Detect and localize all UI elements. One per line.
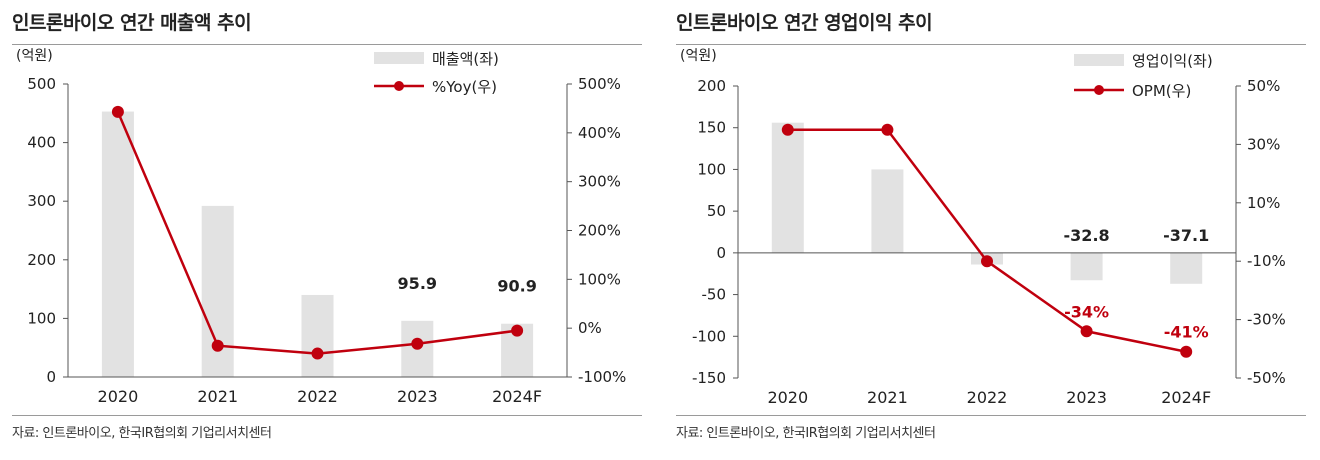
right-axis-tick-label: -100% xyxy=(578,368,626,386)
revenue-chart-panel: 인트론바이오 연간 매출액 추이 (억원) 0 100 200 300 400 500 -10… xyxy=(12,0,652,460)
legend-line-label: %Yoy(우) xyxy=(432,78,497,96)
right-axis-tick-label: 300% xyxy=(578,173,621,191)
bar-2022 xyxy=(301,294,334,377)
line-point-2020 xyxy=(781,123,794,136)
chart-title: 인트론바이오 연간 매출액 추이 xyxy=(12,12,252,34)
x-axis-tick-label: 2022 xyxy=(297,387,338,406)
legend-line-label: OPM(우) xyxy=(1132,82,1191,100)
x-axis-tick-label: 2023 xyxy=(397,387,438,406)
line-point-2020 xyxy=(111,105,124,118)
right-axis-tick-label: 500% xyxy=(578,75,621,93)
data-label: -32.8 xyxy=(1064,226,1110,245)
data-label: -41% xyxy=(1164,323,1209,342)
right-axis-tick-label: 400% xyxy=(578,124,621,142)
line-point-2021 xyxy=(881,123,894,136)
x-axis-tick-label: 2020 xyxy=(98,387,139,406)
source-divider xyxy=(676,415,1306,416)
left-axis-tick-label: 500 xyxy=(27,75,56,93)
right-axis-tick-label: 30% xyxy=(1247,135,1280,153)
legend-bar-swatch xyxy=(1074,54,1124,66)
bar-2020 xyxy=(771,122,804,253)
right-axis-tick-label: 0% xyxy=(578,319,602,337)
right-axis-tick-label: -50% xyxy=(1247,369,1286,387)
bar-2020 xyxy=(101,111,134,378)
source-divider xyxy=(12,415,642,416)
unit-label: (억원) xyxy=(16,48,53,64)
line-point-2024F xyxy=(1180,345,1193,358)
data-label: 95.9 xyxy=(398,274,437,293)
bar-2024F xyxy=(1170,252,1203,284)
left-axis-tick-label: 150 xyxy=(697,119,726,137)
operating-profit-chart: (억원) -150 -100 -50 0 50 100 150 200 -50% -30% -10% 1… xyxy=(680,48,1286,407)
unit-label: (억원) xyxy=(680,48,717,64)
source-note: 자료: 인트론바이오, 한국IR협의회 기업리서치센터 xyxy=(676,426,936,441)
legend-bar-label: 매출액(좌) xyxy=(432,50,499,68)
line-point-2022 xyxy=(311,347,324,360)
left-axis-tick-label: -100 xyxy=(692,327,726,345)
right-axis-tick-label: -30% xyxy=(1247,311,1286,329)
title-divider xyxy=(12,44,642,45)
line-point-2021 xyxy=(211,339,224,352)
line-series-OPM(우) xyxy=(787,128,1187,353)
bar-2023 xyxy=(1070,252,1103,281)
left-axis-tick-label: 0 xyxy=(46,368,56,386)
data-label: -34% xyxy=(1064,302,1109,321)
operating-profit-chart-panel: 인트론바이오 연간 영업이익 추이 (억원) -150 -100 -50 0 50 100 1… xyxy=(676,0,1316,460)
left-axis-tick-label: 400 xyxy=(27,134,56,152)
left-axis-tick-label: 100 xyxy=(27,309,56,327)
right-axis-tick-label: 200% xyxy=(578,222,621,240)
right-axis-tick-label: -10% xyxy=(1247,252,1286,270)
bar-2021 xyxy=(871,169,904,253)
title-divider xyxy=(676,44,1306,45)
legend-bar-label: 영업이익(좌) xyxy=(1132,52,1213,70)
source-note: 자료: 인트론바이오, 한국IR협의회 기업리서치센터 xyxy=(12,426,272,441)
left-axis-tick-label: 200 xyxy=(27,251,56,269)
x-axis-tick-label: 2023 xyxy=(1066,388,1107,407)
left-axis-tick-label: 100 xyxy=(697,160,726,178)
x-axis-tick-label: 2024F xyxy=(492,387,542,406)
left-axis-tick-label: 50 xyxy=(707,202,726,220)
left-axis-tick-label: 0 xyxy=(716,244,726,262)
x-axis-tick-label: 2021 xyxy=(867,388,908,407)
data-label: 90.9 xyxy=(497,277,536,296)
line-point-2024F xyxy=(511,324,524,337)
line-point-2023 xyxy=(411,337,424,350)
line-point-2023 xyxy=(1080,325,1093,338)
x-axis-tick-label: 2022 xyxy=(967,388,1008,407)
line-point-2022 xyxy=(981,255,993,268)
right-axis-tick-label: 50% xyxy=(1247,77,1280,95)
chart-title: 인트론바이오 연간 영업이익 추이 xyxy=(676,12,933,34)
x-axis-tick-label: 2024F xyxy=(1161,388,1211,407)
right-axis-tick-label: 100% xyxy=(578,270,621,288)
left-axis-tick-label: 200 xyxy=(697,77,726,95)
x-axis-tick-label: 2021 xyxy=(197,387,238,406)
legend-line-marker xyxy=(1094,85,1104,95)
revenue-chart: (억원) 0 100 200 300 400 500 -100% 0% 100% 200% 300% 4… xyxy=(16,48,626,406)
left-axis-tick-label: -50 xyxy=(702,286,727,304)
right-axis-tick-label: 10% xyxy=(1247,194,1280,212)
legend-bar-swatch xyxy=(374,52,424,64)
left-axis-tick-label: 300 xyxy=(27,192,56,210)
x-axis-tick-label: 2020 xyxy=(767,388,808,407)
data-label: -37.1 xyxy=(1163,226,1209,245)
legend-line-marker xyxy=(394,81,404,91)
left-axis-tick-label: -150 xyxy=(692,369,726,387)
